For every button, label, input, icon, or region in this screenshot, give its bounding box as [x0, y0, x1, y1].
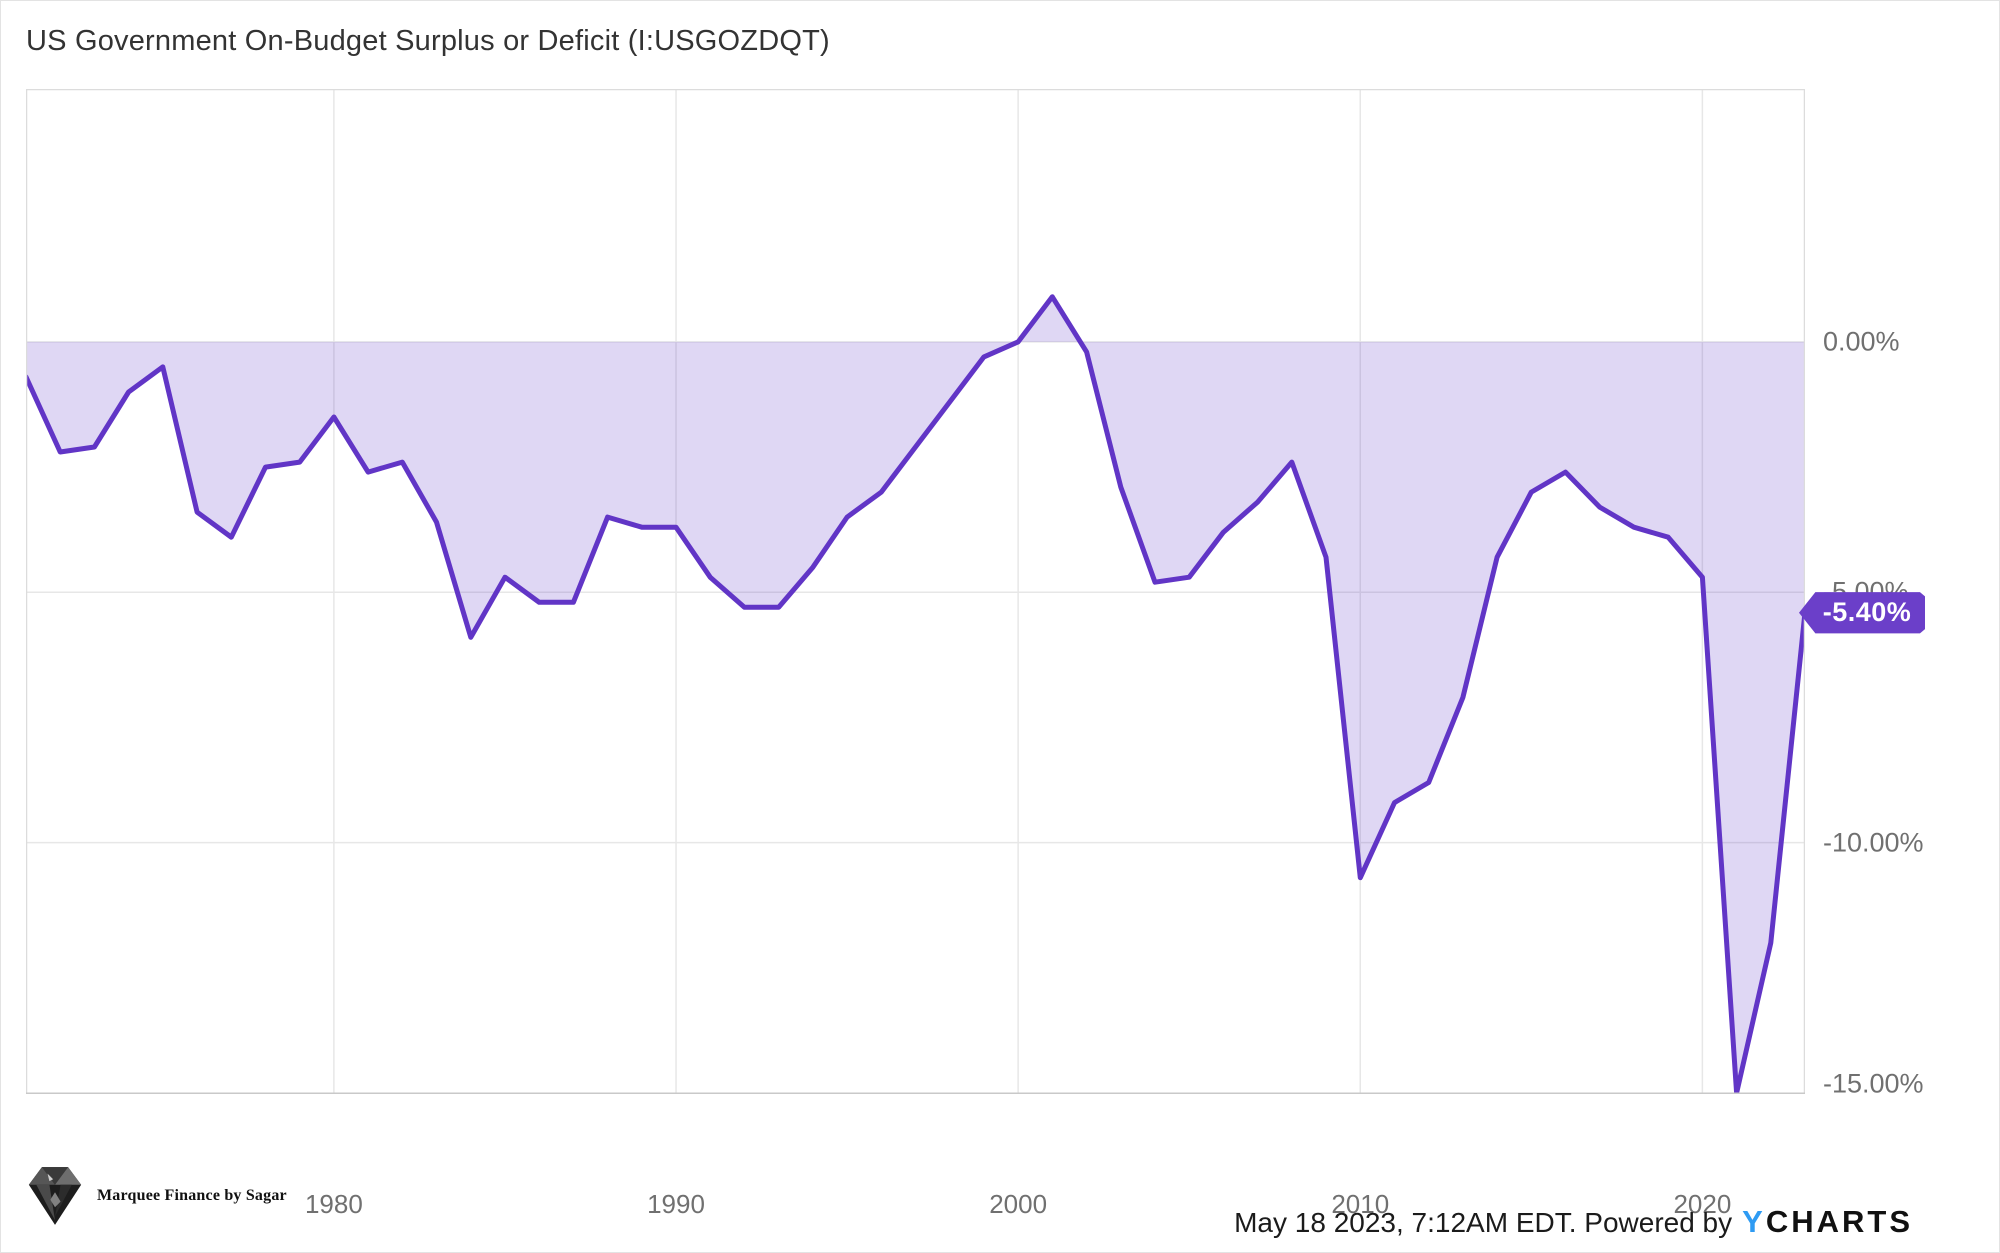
x-tick-label: 2020	[1673, 1189, 1732, 1219]
ycharts-logo: YCHARTS	[1742, 1204, 1913, 1240]
attribution-footer: May 18 2023, 7:12AM EDT. Powered by YCHA…	[1234, 1204, 1913, 1240]
y-tick-label: -10.00%	[1823, 827, 1924, 858]
y-tick-label: -15.00%	[1823, 1068, 1924, 1099]
x-tick-label: 1980	[304, 1189, 363, 1219]
plot-area: 1980 1990 2000 2010 2020 0.00% -5.00% -10.00% -…	[26, 89, 1924, 1219]
chart-title: US Government On-Budget Surplus or Defic…	[26, 25, 830, 57]
area-fill	[26, 296, 1805, 1093]
deficit-area-chart	[26, 89, 1805, 1094]
brand-footer: Marquee Finance by Sagar	[27, 1164, 287, 1228]
timestamp-text: May 18 2023, 7:12AM EDT. Powered by	[1234, 1207, 1733, 1238]
plot-frame	[26, 89, 1805, 1094]
diamond-gem-icon	[28, 1167, 82, 1225]
ycharts-wordmark: CHARTS	[1765, 1204, 1913, 1239]
last-value-label: -5.40%	[1822, 597, 1912, 628]
x-tick-label: 2010	[1331, 1189, 1390, 1219]
last-value-badge: -5.40%	[1799, 592, 1925, 634]
y-tick-label: 0.00%	[1823, 326, 1900, 357]
x-tick-label: 2000	[989, 1189, 1048, 1219]
deficit-line	[26, 294, 1805, 1094]
x-tick-label: 1990	[647, 1189, 705, 1219]
ycharts-y-mark: Y	[1742, 1204, 1766, 1239]
brand-text: Marquee Finance by Sagar	[97, 1187, 287, 1204]
